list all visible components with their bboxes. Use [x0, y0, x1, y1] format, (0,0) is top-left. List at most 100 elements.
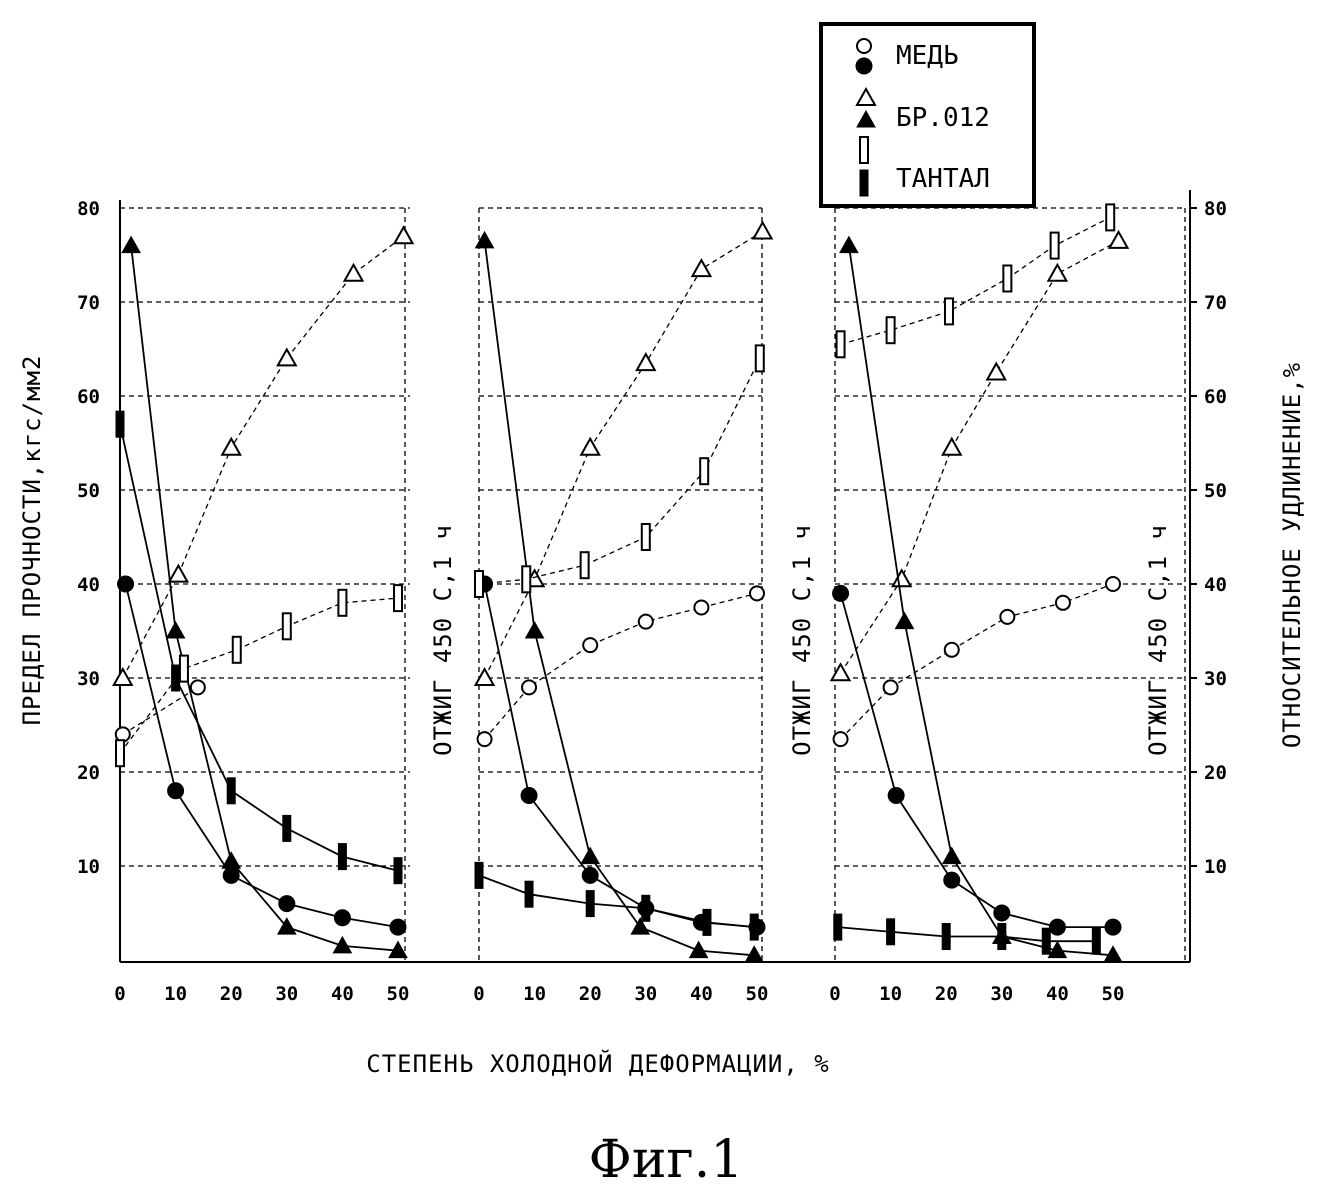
data-point-bar-strength	[1106, 204, 1114, 230]
y-tick-label-right: 80	[1204, 198, 1227, 220]
y-tick-label-right: 60	[1204, 386, 1227, 408]
series-line-bar-elongation	[479, 875, 754, 927]
series-line-triangle-strength	[123, 236, 404, 678]
data-point-triangle-strength	[1048, 265, 1066, 281]
data-point-bar-elongation	[942, 924, 950, 950]
data-point-bar-elongation	[887, 919, 895, 945]
data-point-circle-strength	[884, 680, 898, 694]
y-tick-label-left: 10	[77, 856, 100, 878]
data-point-bar-strength	[283, 613, 291, 639]
series-line-circle-strength	[485, 593, 757, 739]
data-point-bar-elongation	[586, 891, 594, 917]
data-point-bar-strength	[522, 566, 530, 592]
x-tick-label: 50	[387, 983, 410, 1005]
legend-bronze-label: БР.012	[896, 103, 990, 133]
data-point-bar-elongation	[1092, 928, 1100, 954]
data-point-circle-strength	[1106, 577, 1120, 591]
x-tick-label: 30	[275, 983, 298, 1005]
x-tick-label: 30	[634, 983, 657, 1005]
data-point-bar-elongation	[525, 881, 533, 907]
data-point-bar-elongation	[172, 665, 180, 691]
data-point-bar-strength	[1051, 233, 1059, 259]
series-line-circle-elongation	[841, 593, 1113, 927]
data-point-bar-elongation	[1042, 928, 1050, 954]
data-point-bar-strength	[475, 571, 483, 597]
figure-caption: Фиг.1	[0, 1130, 1332, 1190]
data-point-bar-strength	[1003, 266, 1011, 292]
y-tick-label-right: 20	[1204, 762, 1227, 784]
data-point-circle-elongation	[582, 867, 598, 883]
y-tick-label-left: 70	[77, 292, 100, 314]
legend-tantalum-filled-icon	[860, 170, 868, 196]
data-point-circle-elongation	[334, 910, 350, 926]
data-point-circle-elongation	[944, 872, 960, 888]
y-axis-title-left: ПРЕДЕЛ ПРОЧНОСТИ,кгс/мм2	[18, 355, 46, 726]
data-point-circle-strength	[639, 615, 653, 629]
x-tick-label: 30	[990, 983, 1013, 1005]
data-point-bar-strength	[756, 345, 764, 371]
data-point-triangle-elongation	[526, 622, 544, 638]
y-tick-label-right: 30	[1204, 668, 1227, 690]
data-point-circle-strength	[583, 638, 597, 652]
legend-copper-label: МЕДЬ	[896, 41, 959, 71]
y-tick-label-right: 40	[1204, 574, 1227, 596]
x-axis-title: СТЕПЕНЬ ХОЛОДНОЙ ДЕФОРМАЦИИ, %	[366, 1049, 829, 1078]
x-tick-label: 10	[164, 983, 187, 1005]
x-tick-label: 20	[935, 983, 958, 1005]
data-point-bar-strength	[394, 585, 402, 611]
data-point-bar-strength	[116, 740, 124, 766]
series-line-triangle-strength	[485, 232, 763, 679]
annotation-panel-2: ОТЖИГ 450 С,1 ч	[429, 524, 457, 756]
data-point-bar-strength	[180, 656, 188, 682]
data-point-bar-elongation	[703, 909, 711, 935]
data-point-triangle-elongation	[840, 237, 858, 253]
legend-copper-open-icon	[857, 39, 871, 53]
data-point-triangle-strength	[832, 664, 850, 680]
data-point-bar-strength	[338, 590, 346, 616]
data-point-triangle-strength	[987, 364, 1005, 380]
data-point-triangle-strength	[943, 439, 961, 455]
data-point-triangle-strength	[278, 349, 296, 365]
data-point-triangle-strength	[114, 669, 132, 685]
data-point-triangle-elongation	[122, 237, 140, 253]
data-point-circle-strength	[750, 586, 764, 600]
data-point-triangle-elongation	[222, 852, 240, 868]
data-point-circle-strength	[945, 643, 959, 657]
x-tick-label: 20	[579, 983, 602, 1005]
legend-copper-filled-icon	[856, 58, 872, 74]
data-point-bar-strength	[887, 317, 895, 343]
data-point-bar-elongation	[227, 778, 235, 804]
y-tick-label-left: 60	[77, 386, 100, 408]
data-point-circle-strength	[1056, 596, 1070, 610]
data-point-triangle-strength	[893, 570, 911, 586]
x-tick-label: 50	[1102, 983, 1125, 1005]
data-point-triangle-strength	[345, 265, 363, 281]
data-point-bar-elongation	[394, 858, 402, 884]
legend: МЕДЬ БР.012 ТАНТАЛ	[821, 24, 1034, 206]
data-point-triangle-strength	[581, 439, 599, 455]
data-point-bar-elongation	[642, 895, 650, 921]
data-point-circle-elongation	[521, 788, 537, 804]
data-point-circle-elongation	[279, 896, 295, 912]
data-point-circle-strength	[191, 680, 205, 694]
data-point-bar-strength	[837, 331, 845, 357]
series-line-triangle-strength	[841, 241, 1119, 673]
data-point-bar-elongation	[283, 815, 291, 841]
legend-tantalum-open-icon	[860, 137, 868, 163]
y-tick-label-right: 70	[1204, 292, 1227, 314]
data-point-triangle-strength	[1110, 232, 1128, 248]
series-line-triangle-elongation	[131, 246, 398, 951]
annotation-panel-3-right: ОТЖИГ 450 С,1 ч	[1144, 524, 1172, 756]
y-tick-label-left: 20	[77, 762, 100, 784]
x-tick-label: 50	[746, 983, 769, 1005]
data-point-triangle-elongation	[476, 232, 494, 248]
y-tick-label-left: 80	[77, 198, 100, 220]
data-point-triangle-elongation	[581, 848, 599, 864]
series-line-triangle-elongation	[849, 246, 1113, 956]
data-point-bar-elongation	[750, 914, 758, 940]
series-line-circle-strength	[841, 584, 1113, 739]
annotation-panel-3: ОТЖИГ 450 С,1 ч	[788, 524, 816, 756]
x-tick-label: 40	[331, 983, 354, 1005]
data-point-triangle-strength	[476, 669, 494, 685]
series-line-bar-elongation	[120, 424, 398, 871]
